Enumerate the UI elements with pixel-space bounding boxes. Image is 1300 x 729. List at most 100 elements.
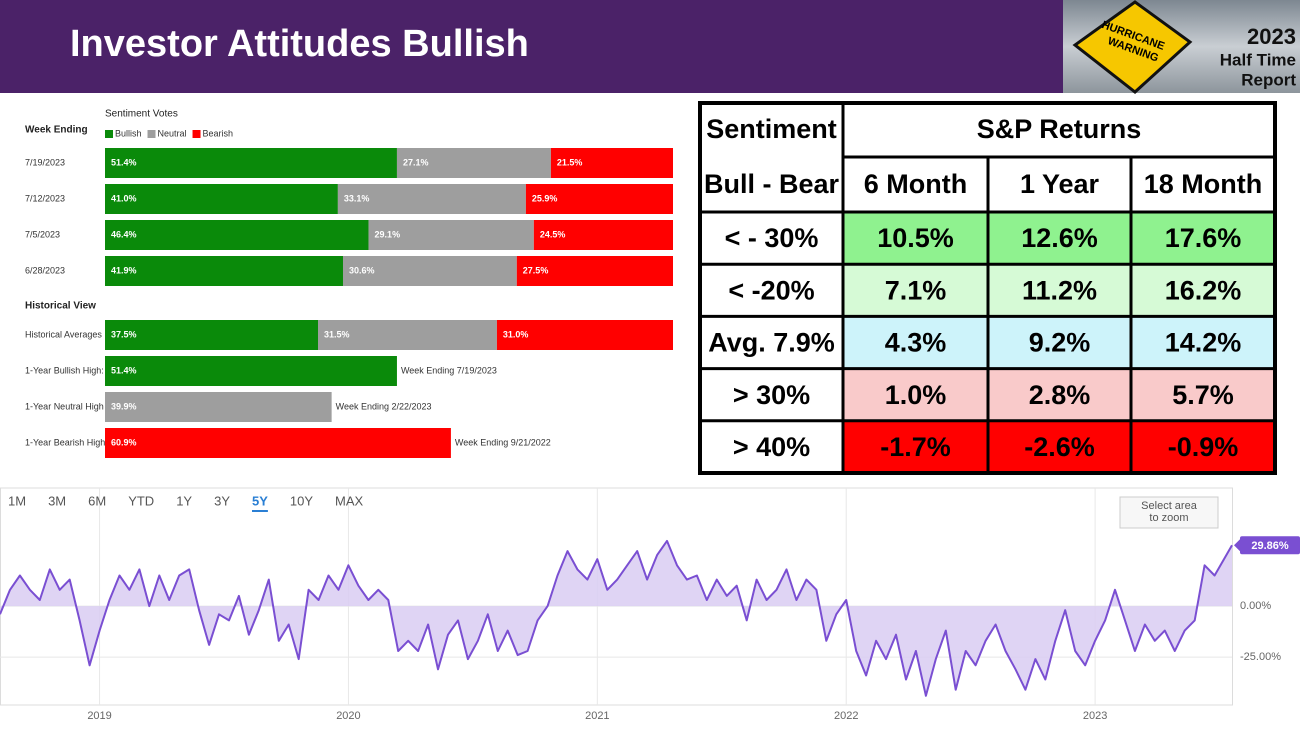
zoom-hint-box	[1119, 496, 1219, 529]
column-header: 1 Year	[1020, 169, 1100, 199]
chart-title: Sentiment Votes	[105, 109, 178, 120]
x-tick-label: 2021	[585, 710, 609, 722]
bar-label: 31.0%	[503, 329, 529, 339]
slide-title: Investor Attitudes Bullish	[70, 23, 529, 65]
x-tick-label: 2019	[87, 710, 111, 722]
legend-label: Neutral	[158, 128, 187, 138]
bar-label: 41.9%	[111, 265, 137, 275]
cell-value: 16.2%	[1165, 275, 1242, 305]
bar-note: Week Ending 9/21/2022	[455, 437, 551, 447]
y-tick-label: -25.00%	[1240, 651, 1281, 663]
badge-text: Half Time	[1220, 50, 1296, 69]
bar-label: 46.4%	[111, 229, 137, 239]
axis-title: Week Ending	[25, 125, 88, 136]
bar-segment	[533, 220, 673, 250]
bar-segment	[396, 148, 551, 178]
range-button[interactable]: 1M	[8, 493, 26, 508]
bar-segment	[368, 220, 534, 250]
range-button[interactable]: 5Y	[252, 493, 268, 508]
table-cell	[988, 212, 1131, 265]
bar-segment	[516, 256, 673, 286]
category-label: 1-Year Neutral High	[25, 401, 104, 411]
table-cell	[988, 368, 1131, 421]
bar-label: 39.9%	[111, 401, 137, 411]
bar-segment	[105, 320, 318, 350]
cell-value: 1.0%	[885, 380, 947, 410]
cell-value: 12.6%	[1021, 223, 1098, 253]
x-tick-label: 2022	[834, 710, 858, 722]
warning-sign	[1072, 0, 1193, 94]
value-label: 29.86%	[1251, 540, 1289, 552]
bar-label: 27.1%	[403, 157, 429, 167]
x-tick-label: 2023	[1083, 710, 1107, 722]
table-cell	[843, 420, 988, 473]
range-button[interactable]: YTD	[128, 493, 154, 508]
header-bar	[0, 0, 1063, 93]
bar-note: Week Ending 7/19/2023	[401, 365, 497, 375]
bar-segment	[525, 184, 673, 214]
table-cell	[843, 368, 988, 421]
cell-value: 14.2%	[1165, 328, 1242, 358]
bar-segment	[337, 184, 526, 214]
bar-label: 21.5%	[557, 157, 583, 167]
x-tick-label: 2020	[336, 710, 360, 722]
table-cell	[1131, 212, 1275, 265]
cell-value: 17.6%	[1165, 223, 1242, 253]
bar-label: 51.4%	[111, 365, 137, 375]
corner-header: Bull - Bear	[704, 169, 840, 199]
line	[0, 539, 1233, 697]
row-label: < - 30%	[725, 223, 819, 253]
bar-segment	[105, 184, 338, 214]
cell-value: 7.1%	[885, 275, 947, 305]
bar-segment	[105, 392, 332, 422]
table-border	[698, 101, 1277, 475]
cell-value: 5.7%	[1172, 380, 1234, 410]
table-cell	[988, 420, 1131, 473]
range-button[interactable]: 6M	[88, 493, 106, 508]
range-button[interactable]: 3Y	[214, 493, 230, 508]
badge: HURRICANE WARNING 2023 Half Time Report	[1063, 0, 1300, 94]
category-label: 6/28/2023	[25, 265, 65, 275]
table-cell	[1131, 420, 1275, 473]
range-button[interactable]: 1Y	[176, 493, 192, 508]
legend-label: Bullish	[115, 128, 142, 138]
bar-segment	[496, 320, 673, 350]
table-cell	[843, 212, 988, 265]
legend-label: Bearish	[203, 128, 234, 138]
area	[0, 540, 1232, 696]
row-label: < -20%	[728, 275, 814, 305]
range-button[interactable]: 10Y	[290, 493, 313, 508]
bar-segment	[105, 356, 397, 386]
bar-segment	[105, 220, 369, 250]
section-label: Historical View	[25, 301, 96, 312]
column-header: 18 Month	[1144, 169, 1263, 199]
cell-value: -1.7%	[880, 432, 951, 462]
cell-value: -2.6%	[1024, 432, 1095, 462]
table-cell	[1131, 316, 1275, 369]
column-header: 6 Month	[864, 169, 967, 199]
value-label-box	[1240, 536, 1300, 555]
category-label: 1-Year Bearish High	[25, 437, 105, 447]
bar-label: 25.9%	[532, 193, 558, 203]
table-cell	[1131, 264, 1275, 317]
row-label: > 40%	[733, 432, 810, 462]
bar-segment	[105, 256, 343, 286]
legend-swatch	[147, 130, 156, 138]
cell-value: 2.8%	[1029, 380, 1091, 410]
category-label: 7/5/2023	[25, 229, 60, 239]
cell-value: 10.5%	[877, 223, 954, 253]
cell-value: 4.3%	[885, 328, 947, 358]
value-label-pointer	[1234, 539, 1240, 552]
range-button[interactable]: MAX	[335, 493, 364, 508]
bar-segment	[105, 428, 451, 458]
cell-value: -0.9%	[1168, 432, 1239, 462]
bar-label: 60.9%	[111, 437, 137, 447]
zoom-hint: Select area	[1141, 500, 1198, 512]
table-cell	[843, 264, 988, 317]
corner-header: Sentiment	[706, 114, 837, 144]
category-label: Historical Averages	[25, 329, 102, 339]
bar-label: 33.1%	[344, 193, 370, 203]
range-button[interactable]: 3M	[48, 493, 66, 508]
row-label: Avg. 7.9%	[708, 328, 835, 358]
